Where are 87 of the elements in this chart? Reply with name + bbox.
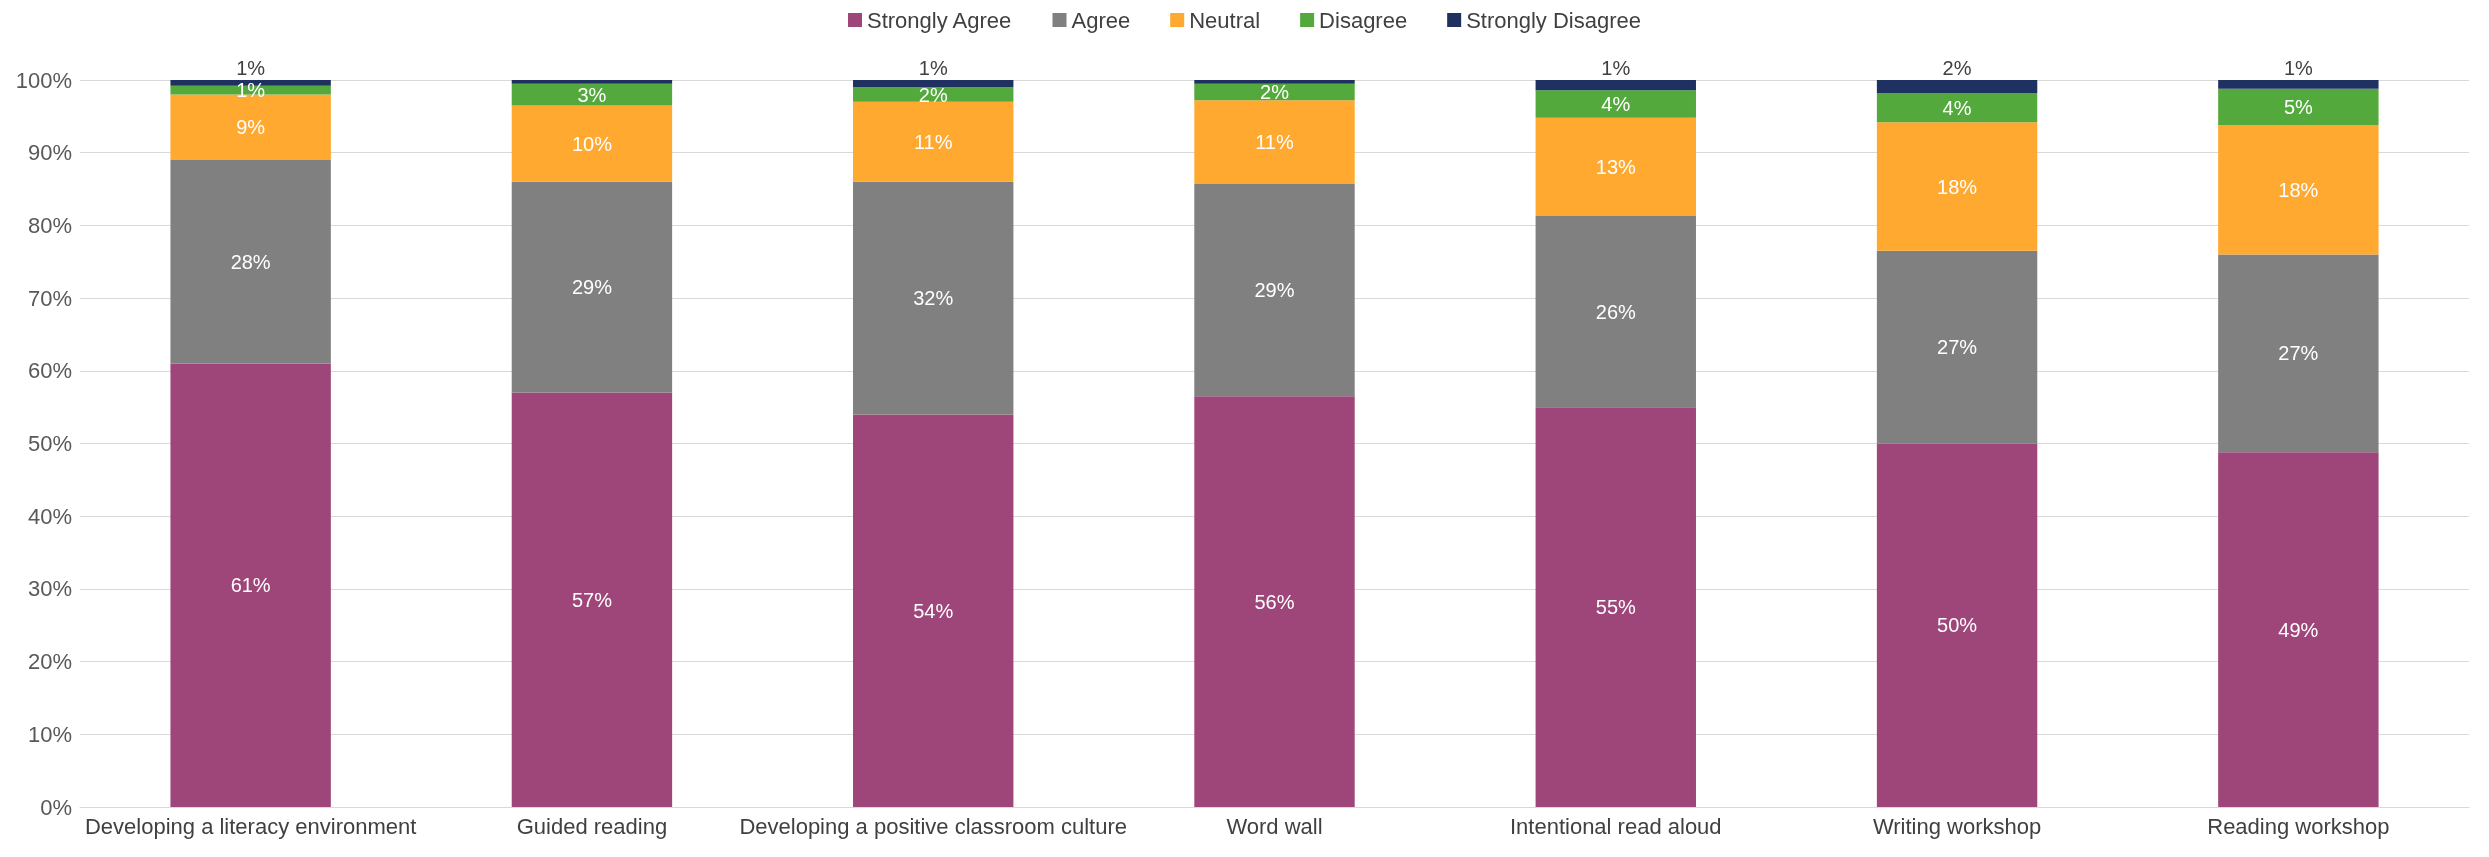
- data-label: 5%: [2283, 95, 2314, 118]
- data-label: 29%: [1254, 279, 1295, 302]
- y-tick-label: 30%: [27, 576, 72, 602]
- bar: [853, 181, 1014, 415]
- data-label: 1%: [2283, 57, 2314, 79]
- bar: [1535, 80, 1696, 91]
- legend-label: Agree: [1071, 7, 1131, 33]
- legend-label: Neutral: [1189, 7, 1261, 33]
- bar: [1876, 80, 2038, 94]
- bar: [853, 414, 1014, 807]
- data-label: 55%: [1595, 596, 1637, 619]
- data-label: 2%: [918, 83, 948, 106]
- data-label: 1%: [918, 57, 948, 79]
- data-label: 61%: [230, 574, 271, 597]
- data-label: 4%: [1942, 96, 1972, 119]
- data-label: 2%: [1260, 81, 1290, 103]
- bar: [1194, 396, 1355, 807]
- bar: [1535, 215, 1696, 408]
- bar: [511, 392, 673, 807]
- bar: [511, 181, 673, 393]
- x-tick-label: Guided reading: [516, 813, 668, 839]
- legend-label: Disagree: [1319, 7, 1408, 33]
- data-label: 26%: [1595, 300, 1637, 323]
- y-tick-label: 0%: [40, 794, 72, 820]
- legend-label: Strongly Disagree: [1466, 7, 1642, 33]
- bar: [1876, 122, 2038, 251]
- y-tick-label: 80%: [27, 212, 72, 238]
- bar: [511, 105, 673, 182]
- bar: [1535, 407, 1696, 807]
- y-tick-label: 10%: [27, 721, 72, 747]
- data-label: 57%: [571, 588, 613, 611]
- bar: [1535, 90, 1696, 118]
- data-label: 18%: [2278, 178, 2319, 201]
- bar: [1876, 443, 2038, 807]
- bar: [511, 80, 673, 84]
- bar: [1194, 100, 1355, 184]
- bar: [853, 101, 1014, 182]
- data-label: 10%: [571, 132, 613, 155]
- bar: [2218, 125, 2379, 255]
- data-label: 2%: [1942, 57, 1972, 79]
- bar: [170, 85, 331, 95]
- x-tick-label: Writing workshop: [1872, 813, 2042, 839]
- data-label: 3%: [577, 83, 607, 106]
- x-tick-label: Intentional read aloud: [1509, 813, 1722, 839]
- bar: [1876, 93, 2038, 123]
- x-tick-label: Developing a positive classroom culture: [739, 813, 1128, 839]
- data-label: 50%: [1937, 614, 1978, 637]
- bar: [1876, 250, 2038, 444]
- y-tick-label: 100%: [15, 67, 72, 93]
- data-label: 18%: [1937, 175, 1978, 198]
- data-label: 1%: [1601, 57, 1631, 79]
- y-tick-label: 60%: [27, 358, 72, 384]
- data-label: 27%: [1937, 336, 1978, 359]
- y-tick-label: 90%: [27, 140, 72, 166]
- y-tick-label: 50%: [27, 431, 72, 456]
- x-tick-label: Reading workshop: [2207, 813, 2390, 839]
- data-label: 13%: [1595, 155, 1637, 178]
- data-label: 4%: [1601, 92, 1631, 115]
- data-label: 29%: [571, 276, 613, 299]
- bar: [853, 80, 1014, 88]
- x-tick-label: Word wall: [1226, 813, 1323, 839]
- data-label: 28%: [230, 250, 271, 273]
- bar: [170, 159, 331, 364]
- bar: [1535, 117, 1696, 216]
- legend-label: Strongly Agree: [866, 7, 1012, 33]
- bar: [170, 363, 331, 807]
- data-label: 9%: [236, 116, 266, 139]
- x-tick-label: Developing a literacy environment: [84, 813, 417, 839]
- data-label: 11%: [1255, 131, 1294, 154]
- y-tick-label: 40%: [27, 503, 72, 529]
- y-tick-label: 20%: [27, 649, 72, 675]
- bar: [1194, 183, 1355, 397]
- bar: [2218, 88, 2379, 126]
- bar: [2218, 80, 2379, 89]
- data-label: 1%: [236, 57, 266, 79]
- bar: [1194, 80, 1355, 84]
- y-tick-label: 70%: [27, 285, 72, 311]
- bar: [2218, 452, 2379, 807]
- data-label: 54%: [913, 599, 954, 622]
- bar: [853, 87, 1014, 102]
- data-label: 11%: [913, 130, 953, 153]
- data-label: 32%: [913, 287, 954, 310]
- bar: [511, 83, 673, 106]
- data-label: 56%: [1254, 590, 1295, 613]
- data-label: 49%: [2278, 618, 2319, 641]
- bar: [2218, 254, 2379, 453]
- data-label: 27%: [2278, 342, 2319, 365]
